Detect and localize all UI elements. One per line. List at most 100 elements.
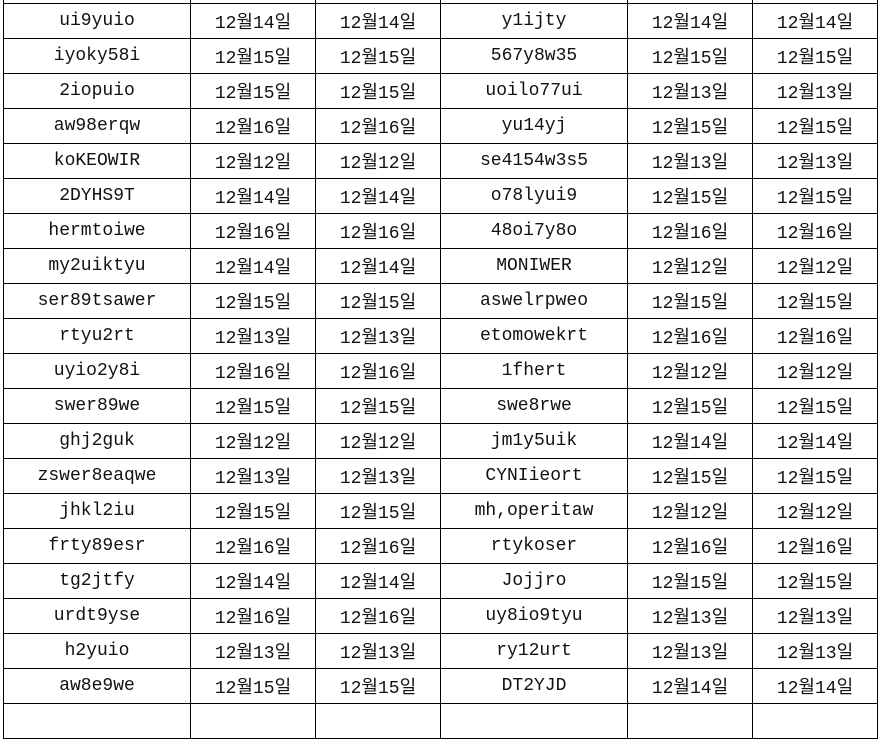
- date-cell[interactable]: 12월14일: [190, 248, 316, 284]
- name-cell[interactable]: rtyu2rt: [3, 318, 191, 354]
- date-cell[interactable]: 12월14일: [315, 563, 441, 599]
- name-cell[interactable]: ui9yuio: [3, 3, 191, 39]
- cell[interactable]: [627, 703, 753, 739]
- date-cell[interactable]: 12월16일: [315, 108, 441, 144]
- date-cell[interactable]: 12월12일: [752, 248, 878, 284]
- date-cell[interactable]: 12월14일: [190, 178, 316, 214]
- date-cell[interactable]: 12월12일: [752, 353, 878, 389]
- date-cell[interactable]: 12월16일: [752, 318, 878, 354]
- name-cell[interactable]: se4154w3s5: [440, 143, 628, 179]
- date-cell[interactable]: 12월13일: [315, 318, 441, 354]
- name-cell[interactable]: jm1y5uik: [440, 423, 628, 459]
- date-cell[interactable]: 12월13일: [752, 143, 878, 179]
- date-cell[interactable]: 12월16일: [627, 213, 753, 249]
- name-cell[interactable]: aswelrpweo: [440, 283, 628, 319]
- date-cell[interactable]: 12월12일: [627, 353, 753, 389]
- date-cell[interactable]: 12월14일: [752, 423, 878, 459]
- cell[interactable]: [315, 703, 441, 739]
- date-cell[interactable]: 12월15일: [315, 493, 441, 529]
- name-cell[interactable]: jhkl2iu: [3, 493, 191, 529]
- date-cell[interactable]: 12월15일: [627, 563, 753, 599]
- date-cell[interactable]: 12월13일: [315, 458, 441, 494]
- date-cell[interactable]: 12월13일: [752, 73, 878, 109]
- name-cell[interactable]: frty89esr: [3, 528, 191, 564]
- name-cell[interactable]: tg2jtfy: [3, 563, 191, 599]
- date-cell[interactable]: 12월15일: [190, 668, 316, 704]
- date-cell[interactable]: 12월16일: [315, 213, 441, 249]
- date-cell[interactable]: 12월15일: [752, 388, 878, 424]
- date-cell[interactable]: 12월15일: [752, 108, 878, 144]
- cell[interactable]: [752, 703, 878, 739]
- name-cell[interactable]: uyio2y8i: [3, 353, 191, 389]
- name-cell[interactable]: DT2YJD: [440, 668, 628, 704]
- date-cell[interactable]: 12월13일: [627, 633, 753, 669]
- date-cell[interactable]: 12월15일: [752, 563, 878, 599]
- name-cell[interactable]: MONIWER: [440, 248, 628, 284]
- date-cell[interactable]: 12월12일: [627, 493, 753, 529]
- name-cell[interactable]: etomowekrt: [440, 318, 628, 354]
- date-cell[interactable]: 12월14일: [190, 3, 316, 39]
- name-cell[interactable]: Jojjro: [440, 563, 628, 599]
- name-cell[interactable]: o78lyui9: [440, 178, 628, 214]
- date-cell[interactable]: 12월16일: [315, 598, 441, 634]
- date-cell[interactable]: 12월15일: [752, 38, 878, 74]
- date-cell[interactable]: 12월15일: [627, 388, 753, 424]
- date-cell[interactable]: 12월16일: [315, 353, 441, 389]
- name-cell[interactable]: uoilo77ui: [440, 73, 628, 109]
- date-cell[interactable]: 12월15일: [627, 38, 753, 74]
- name-cell[interactable]: CYNIieort: [440, 458, 628, 494]
- date-cell[interactable]: 12월15일: [190, 73, 316, 109]
- name-cell[interactable]: 1fhert: [440, 353, 628, 389]
- name-cell[interactable]: ry12urt: [440, 633, 628, 669]
- name-cell[interactable]: yu14yj: [440, 108, 628, 144]
- date-cell[interactable]: 12월13일: [627, 598, 753, 634]
- date-cell[interactable]: 12월15일: [190, 283, 316, 319]
- date-cell[interactable]: 12월15일: [627, 283, 753, 319]
- date-cell[interactable]: 12월16일: [190, 108, 316, 144]
- date-cell[interactable]: 12월12일: [315, 423, 441, 459]
- name-cell[interactable]: rtykoser: [440, 528, 628, 564]
- name-cell[interactable]: ghj2guk: [3, 423, 191, 459]
- date-cell[interactable]: 12월13일: [190, 318, 316, 354]
- name-cell[interactable]: swer89we: [3, 388, 191, 424]
- cell[interactable]: [190, 703, 316, 739]
- date-cell[interactable]: 12월14일: [315, 3, 441, 39]
- date-cell[interactable]: 12월15일: [190, 388, 316, 424]
- name-cell[interactable]: urdt9yse: [3, 598, 191, 634]
- date-cell[interactable]: 12월14일: [752, 3, 878, 39]
- date-cell[interactable]: 12월13일: [752, 633, 878, 669]
- name-cell[interactable]: iyoky58i: [3, 38, 191, 74]
- date-cell[interactable]: 12월15일: [627, 178, 753, 214]
- date-cell[interactable]: 12월15일: [315, 73, 441, 109]
- date-cell[interactable]: 12월16일: [752, 213, 878, 249]
- date-cell[interactable]: 12월13일: [315, 633, 441, 669]
- date-cell[interactable]: 12월14일: [627, 423, 753, 459]
- date-cell[interactable]: 12월12일: [315, 143, 441, 179]
- date-cell[interactable]: 12월16일: [190, 528, 316, 564]
- name-cell[interactable]: 48oi7y8o: [440, 213, 628, 249]
- name-cell[interactable]: 2iopuio: [3, 73, 191, 109]
- date-cell[interactable]: 12월15일: [627, 458, 753, 494]
- date-cell[interactable]: 12월14일: [627, 3, 753, 39]
- cell[interactable]: [3, 703, 191, 739]
- date-cell[interactable]: 12월14일: [627, 668, 753, 704]
- name-cell[interactable]: uy8io9tyu: [440, 598, 628, 634]
- date-cell[interactable]: 12월15일: [190, 38, 316, 74]
- date-cell[interactable]: 12월15일: [752, 458, 878, 494]
- date-cell[interactable]: 12월15일: [190, 493, 316, 529]
- date-cell[interactable]: 12월16일: [190, 213, 316, 249]
- date-cell[interactable]: 12월15일: [315, 283, 441, 319]
- date-cell[interactable]: 12월16일: [190, 353, 316, 389]
- date-cell[interactable]: 12월15일: [627, 108, 753, 144]
- date-cell[interactable]: 12월14일: [315, 178, 441, 214]
- date-cell[interactable]: 12월14일: [315, 248, 441, 284]
- name-cell[interactable]: swe8rwe: [440, 388, 628, 424]
- name-cell[interactable]: koKEOWIR: [3, 143, 191, 179]
- date-cell[interactable]: 12월13일: [627, 143, 753, 179]
- date-cell[interactable]: 12월13일: [752, 598, 878, 634]
- name-cell[interactable]: my2uiktyu: [3, 248, 191, 284]
- date-cell[interactable]: 12월15일: [752, 178, 878, 214]
- name-cell[interactable]: h2yuio: [3, 633, 191, 669]
- name-cell[interactable]: aw98erqw: [3, 108, 191, 144]
- date-cell[interactable]: 12월14일: [752, 668, 878, 704]
